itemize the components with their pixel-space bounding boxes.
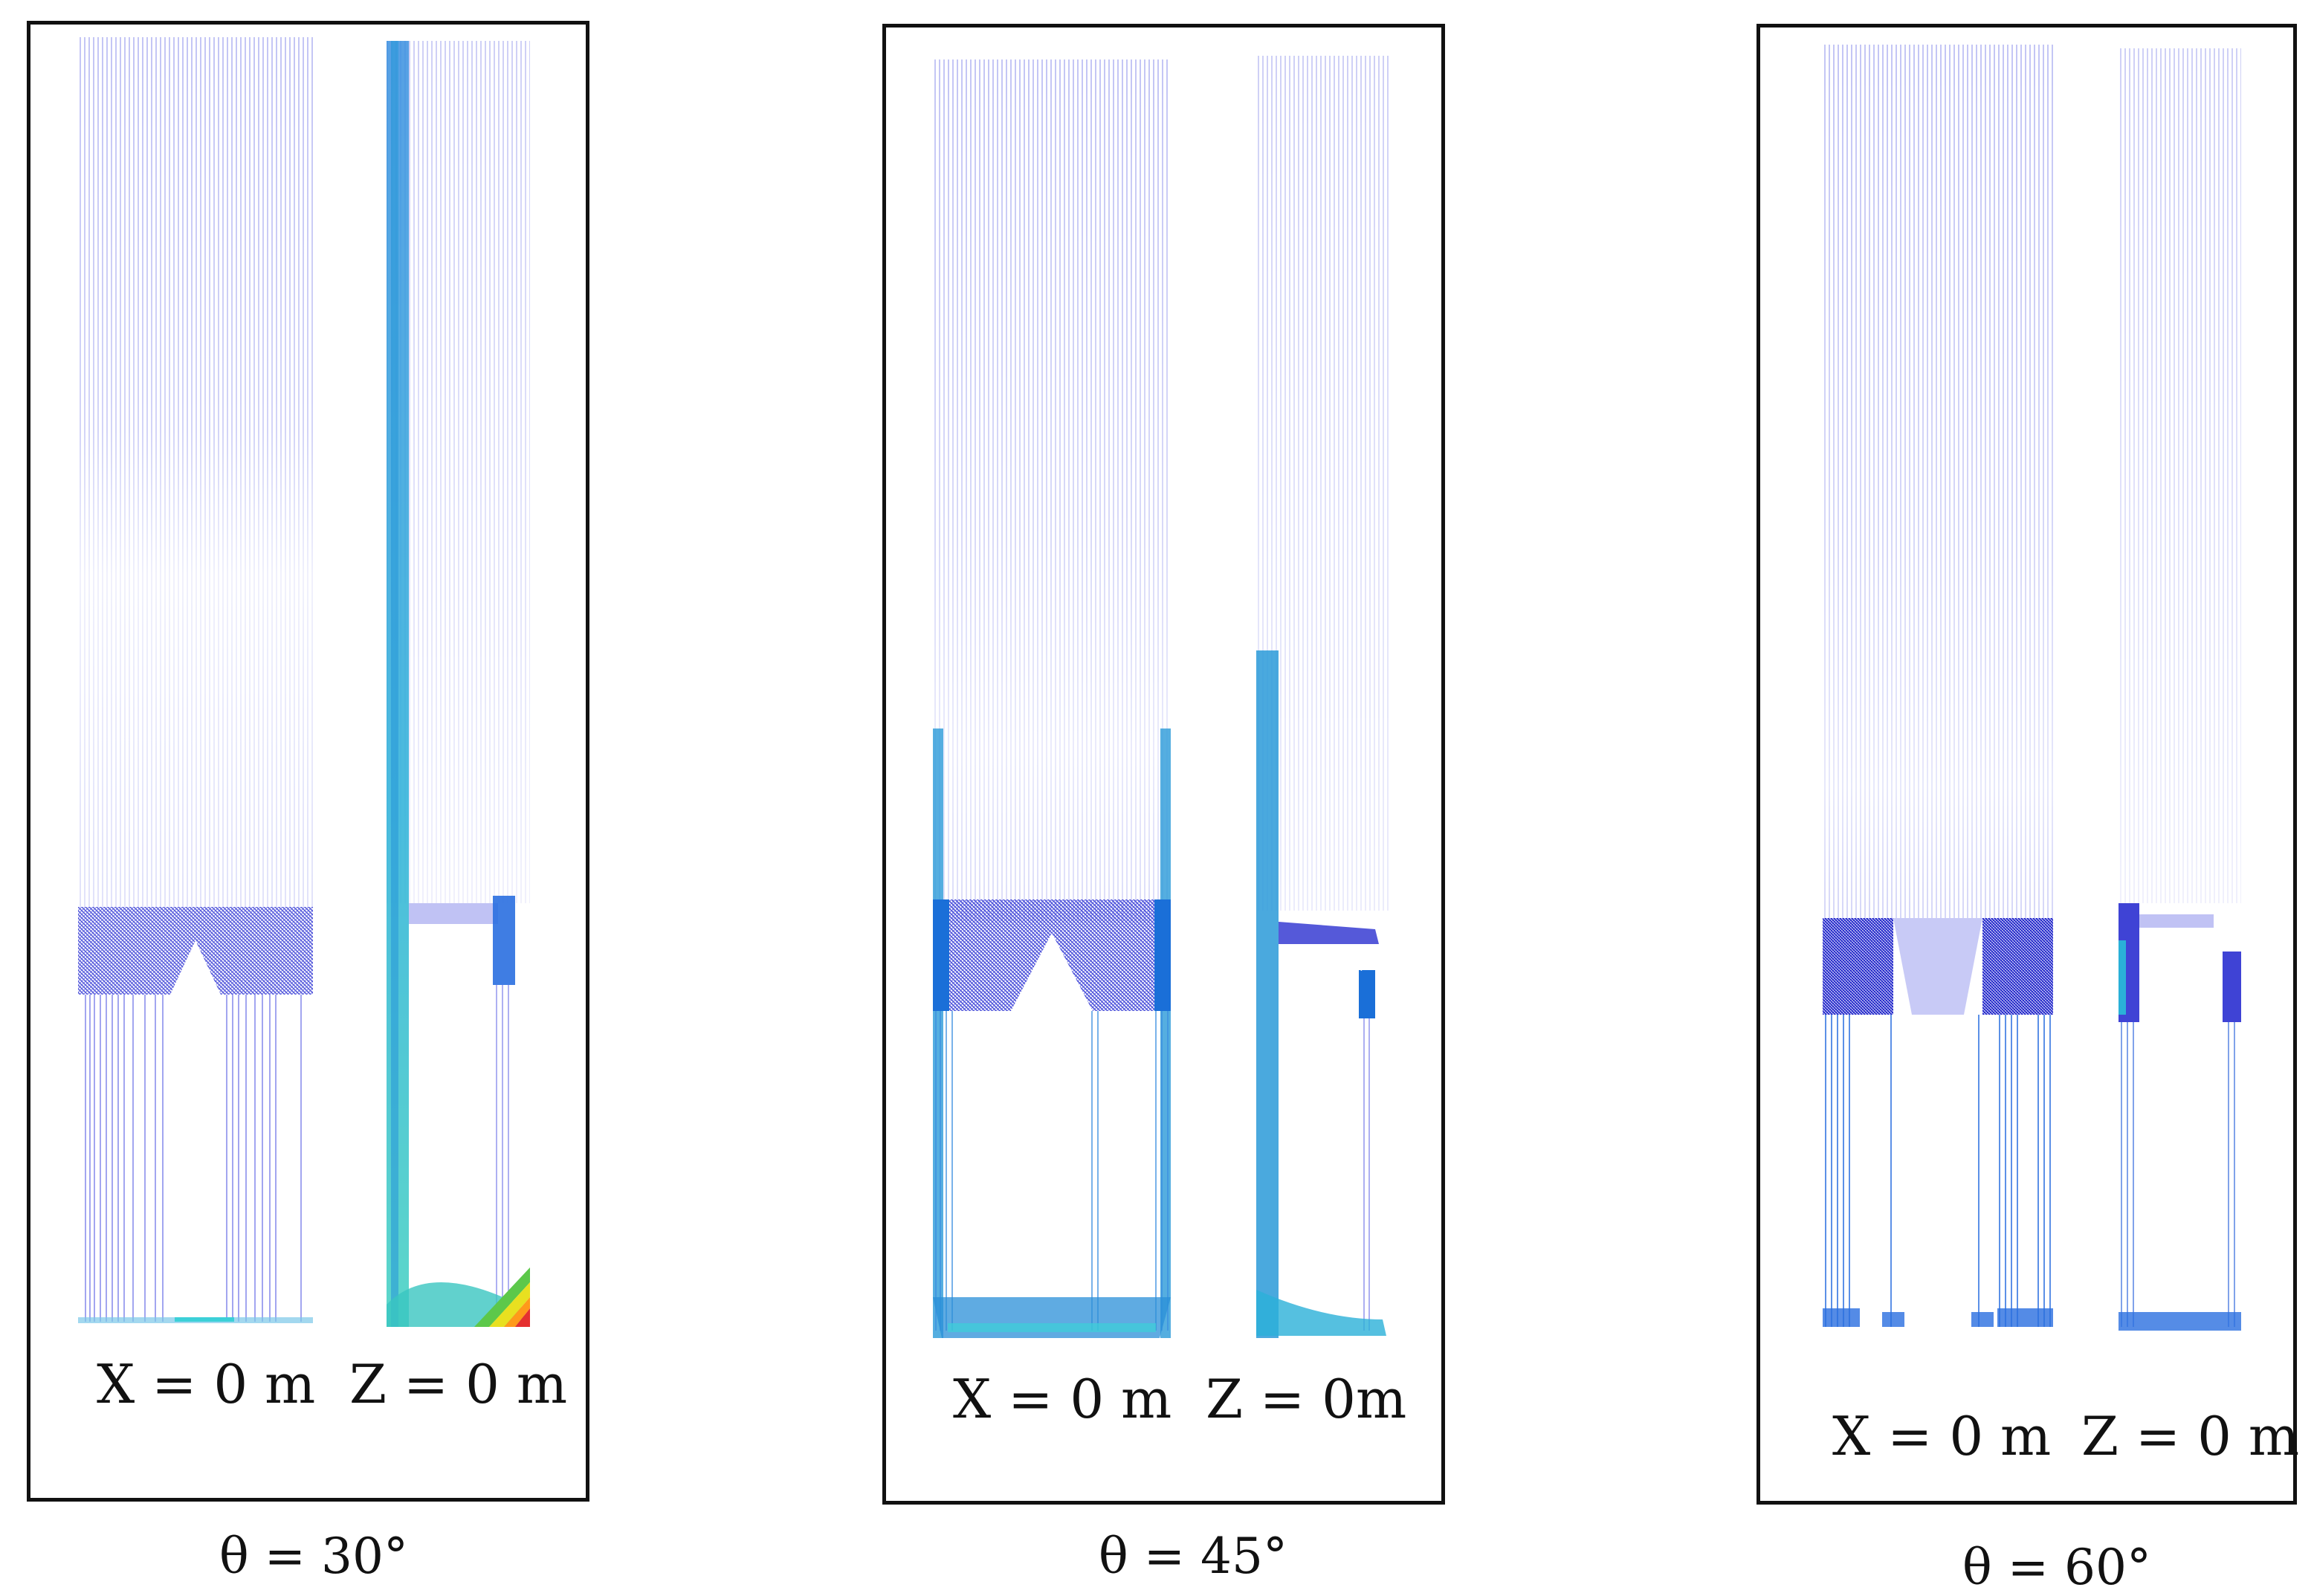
lower-vector-field [85,995,302,1322]
bottom-recirculation [387,1267,530,1327]
panel-45-x-section [933,59,1171,1338]
bottom-outlet [1256,1290,1386,1336]
chamber-band [1823,918,2053,1015]
upper-vector-field [78,37,313,907]
chamber-ledge [2119,903,2241,1022]
panel-60-theta-label: θ = 60° [1962,1539,2151,1596]
panel-60-x-section [1823,45,2053,1334]
panel-60-z-section [2119,48,2241,1334]
panel-30-z-section [385,41,530,1327]
bottom-outlet [1823,1308,2053,1327]
bottom-outlet [2119,1312,2241,1331]
panel-30-theta-label: θ = 30° [219,1528,408,1585]
panel-30-x-section [78,37,313,1331]
panel-45-theta-label: θ = 45° [1099,1528,1287,1585]
panel-60-x-label: X = 0 m [1832,1405,2052,1467]
chamber-ledge [1279,922,1379,1018]
panel-45-z-label: Z = 0m [1206,1368,1407,1430]
panel-30-z-label: Z = 0 m [349,1353,568,1415]
panel-45-x-label: X = 0 m [953,1368,1172,1430]
bottom-outlet [78,1317,313,1323]
panel-60-z-label: Z = 0 m [2081,1405,2300,1467]
panel-45-z-section [1256,56,1390,1338]
left-jet-column [387,41,409,1327]
chamber-band [78,907,313,995]
panel-30-x-label: X = 0 m [97,1353,316,1415]
chamber-ledge [409,896,515,985]
chamber-band [933,899,1171,1011]
